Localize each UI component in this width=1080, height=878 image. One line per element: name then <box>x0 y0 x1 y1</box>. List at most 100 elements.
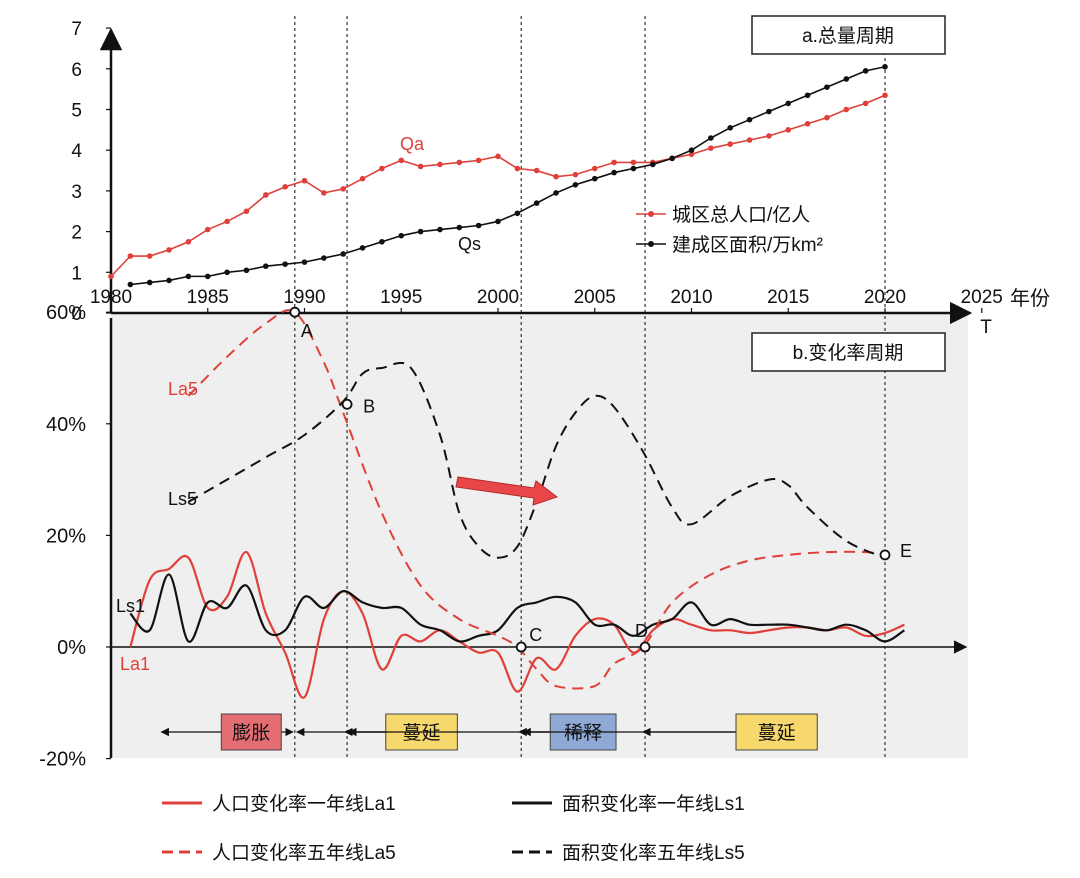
series-point-a-0-23 <box>553 173 559 180</box>
y-tick-label-a-0: 0 <box>71 304 82 325</box>
series-point-a-1-26 <box>630 165 637 172</box>
legend-a-item-area: 建成区面积/万km² <box>672 234 823 256</box>
series-point-a-0-17 <box>437 161 443 168</box>
series-point-a-1-9 <box>301 259 308 265</box>
series-point-a-1-2 <box>166 277 172 284</box>
series-line-b-1 <box>129 573 905 643</box>
series-point-a-1-13 <box>379 238 385 245</box>
series-point-a-1-18 <box>475 222 482 229</box>
series-point-a-1-14 <box>398 232 405 239</box>
phase-box-0 <box>220 713 282 751</box>
series-point-a-0-0 <box>108 273 114 280</box>
series-point-a-0-21 <box>514 165 521 172</box>
series-point-a-0-2 <box>146 253 153 259</box>
series-point-a-1-8 <box>282 261 288 267</box>
axes <box>99 27 983 760</box>
series-point-a-0-1 <box>127 253 134 259</box>
x-axis-label-year: 年份 <box>1010 287 1050 310</box>
label-group: 0 1 2 3 4 5 6 7 1980 1985 1990 1995 2000 2005 2010 2015… <box>39 19 1003 771</box>
annotation-point-b <box>341 398 353 410</box>
annotation-label-d: D <box>635 621 648 641</box>
y-tick-label-b-1: 0% <box>57 637 86 659</box>
y-tick-label-a-3: 3 <box>71 182 82 203</box>
series-point-a-0-35 <box>785 127 792 133</box>
y-tick-label-b-4: 60% <box>46 302 86 324</box>
annotation-label-c: C <box>529 625 542 645</box>
series-point-a-1-23 <box>572 181 579 188</box>
phase-label-0: 膨胀 <box>232 722 270 744</box>
legend-b: 人口变化率一年线La1 面积变化率一年线Ls1 人口变化率五年线La5 面积变化… <box>162 793 745 864</box>
series-point-a-0-6 <box>224 218 230 225</box>
legend-a: 城区总人口/亿人 建成区面积/万km² <box>636 204 823 256</box>
chart-title-b-text: b.变化率周期 <box>793 342 904 364</box>
series-label-la1: La1 <box>120 654 150 674</box>
series-point-a-1-38 <box>862 68 869 74</box>
series-point-a-1-35 <box>804 92 811 99</box>
y-tick-label-a-7: 7 <box>71 19 82 40</box>
annotation-point-a <box>289 306 301 318</box>
y-tick-label-a-6: 6 <box>71 60 82 81</box>
series-point-a-1-16 <box>437 226 443 233</box>
series-point-a-1-28 <box>669 155 675 162</box>
y-tick-label-a-4: 4 <box>71 141 82 162</box>
series-point-a-1-31 <box>727 125 733 131</box>
series-point-a-0-25 <box>591 165 598 172</box>
legend-b-item-ls1: 面积变化率一年线Ls1 <box>562 793 745 815</box>
series-point-a-1-39 <box>882 63 888 70</box>
series-point-a-1-4 <box>204 273 211 280</box>
series-point-a-0-15 <box>398 157 405 164</box>
chart-title-b: b.变化率周期 <box>751 332 946 372</box>
series-point-a-1-1 <box>146 279 153 286</box>
series-point-a-0-36 <box>804 120 811 127</box>
chart-title-a: a.总量周期 <box>751 15 946 55</box>
series-point-a-0-34 <box>766 133 772 139</box>
series-point-a-1-37 <box>843 76 850 82</box>
series-point-a-0-39 <box>862 100 869 107</box>
phase-label-2: 稀释 <box>564 722 602 744</box>
series-point-a-1-17 <box>456 224 463 231</box>
chart-title-a-text: a.总量周期 <box>802 25 894 47</box>
series-point-a-0-38 <box>843 106 850 113</box>
x-tick-label-2000: 2000 <box>477 287 519 308</box>
series-point-a-1-25 <box>611 169 617 176</box>
series-label-ls5: Ls5 <box>168 489 197 509</box>
legend-a-item-population: 城区总人口/亿人 <box>672 204 810 226</box>
y-tick-label-a-1: 1 <box>71 263 82 284</box>
series-point-a-1-33 <box>766 108 772 115</box>
series-point-a-0-4 <box>185 238 192 245</box>
annotation-point-d <box>639 641 651 653</box>
series-point-a-0-7 <box>243 208 250 215</box>
series-point-a-0-16 <box>417 163 424 170</box>
panel-b-background <box>111 313 968 758</box>
annotation-point-e <box>879 549 891 561</box>
series-point-a-1-7 <box>263 263 269 269</box>
series-group <box>108 63 905 699</box>
phase-divider-lines <box>294 16 886 758</box>
phase-label-3: 蔓延 <box>758 722 796 744</box>
series-point-a-0-19 <box>475 157 482 164</box>
series-point-a-1-20 <box>514 210 521 217</box>
y-tick-label-b-0: -20% <box>39 749 86 771</box>
series-point-a-1-36 <box>824 84 830 90</box>
x-axis-label-t: T <box>980 317 992 338</box>
series-point-a-0-9 <box>282 184 288 190</box>
series-point-a-0-26 <box>611 159 617 166</box>
x-tick-label-2015: 2015 <box>767 287 809 308</box>
annotation-label-a: A <box>301 321 313 341</box>
series-point-a-0-12 <box>340 186 347 192</box>
x-tick-label-1995: 1995 <box>380 287 422 308</box>
series-point-a-0-27 <box>630 159 637 166</box>
series-point-a-0-13 <box>359 175 366 182</box>
series-point-a-1-0 <box>127 281 134 288</box>
series-point-a-0-24 <box>572 171 579 178</box>
series-point-a-1-30 <box>708 135 714 141</box>
series-point-a-0-14 <box>379 165 385 172</box>
series-line-a-1 <box>130 65 886 286</box>
x-tick-label-2010: 2010 <box>670 287 712 308</box>
series-label-qs: Qs <box>458 234 481 254</box>
annotation-point-c <box>515 641 527 653</box>
legend-b-item-la1: 人口变化率一年线La1 <box>212 793 396 815</box>
series-point-a-1-6 <box>243 267 250 274</box>
y-tick-label-b-2: 20% <box>46 525 86 547</box>
